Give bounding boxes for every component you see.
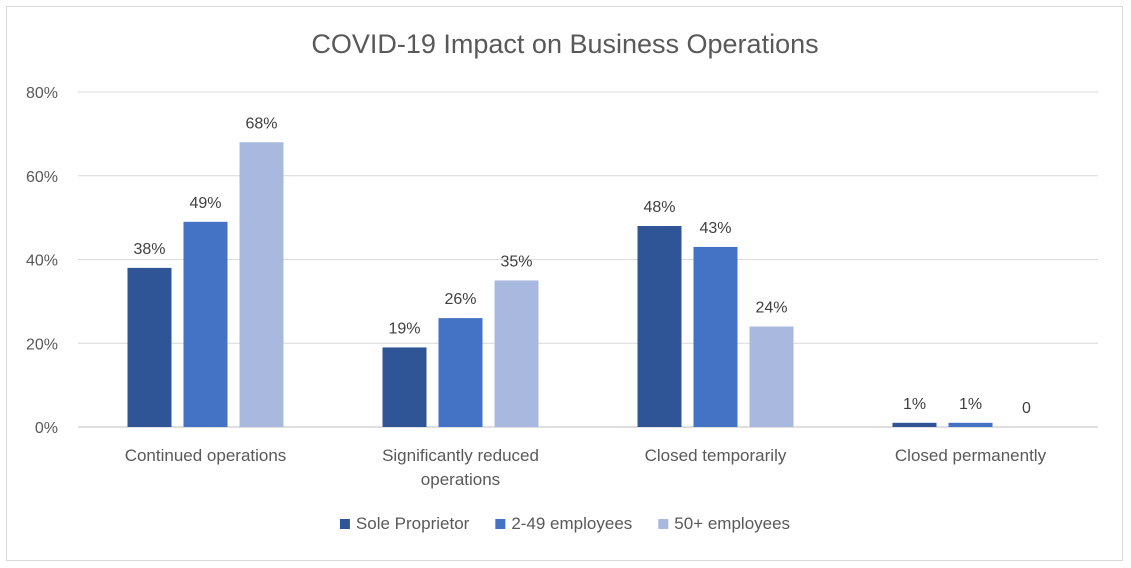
data-label: 48% [643, 199, 675, 216]
data-label: 1% [903, 396, 926, 413]
legend-swatch [495, 519, 506, 529]
bar [183, 221, 228, 427]
bar [438, 318, 483, 427]
legend-swatch [658, 519, 669, 529]
x-tick-label-line: Closed permanently [895, 446, 1047, 465]
y-tick-label: 80% [26, 85, 58, 102]
legend-swatch [339, 519, 350, 529]
x-axis: Continued operations Significantly reduce… [125, 446, 1047, 489]
bar [749, 326, 794, 427]
legend: Sole Proprietor 2-49 employees 50+ employe… [339, 514, 790, 533]
data-label: 38% [133, 241, 165, 258]
bar [127, 267, 172, 427]
x-tick-label-line: Continued operations [125, 446, 287, 465]
data-label: 43% [699, 220, 731, 237]
bar [948, 422, 993, 427]
data-label: 35% [500, 253, 532, 270]
data-label: 49% [189, 195, 221, 212]
x-tick-label-line: operations [421, 470, 500, 489]
legend-entry: 2-49 employees [511, 514, 632, 533]
y-tick-label: 0% [35, 420, 58, 437]
data-labels: 38% 49% 68% 19% 26% 35% 48% 43% 24% 1% 1% 0 [133, 115, 1031, 417]
data-label: 0 [1022, 400, 1031, 417]
legend-entry: 50+ employees [674, 514, 790, 533]
data-label: 1% [959, 396, 982, 413]
x-tick-label: Closed temporarily [645, 446, 787, 465]
bar [637, 226, 682, 427]
bar [382, 347, 427, 427]
data-label: 24% [755, 300, 787, 317]
legend-entry: Sole Proprietor [356, 514, 470, 533]
x-tick-label-line: Closed temporarily [645, 446, 787, 465]
data-label: 19% [388, 320, 420, 337]
bars [127, 142, 993, 427]
data-label: 68% [245, 115, 277, 132]
y-axis: 0% 20% 40% 60% 80% [26, 85, 58, 437]
bar [693, 246, 738, 427]
x-tick-label-line: Significantly reduced [382, 446, 539, 465]
bar [239, 142, 284, 427]
y-tick-label: 40% [26, 253, 58, 270]
chart-title: COVID-19 Impact on Business Operations [311, 29, 818, 59]
bar [892, 422, 937, 427]
y-tick-label: 60% [26, 169, 58, 186]
y-tick-label: 20% [26, 336, 58, 353]
gridlines [78, 91, 1098, 428]
x-tick-label: Closed permanently [895, 446, 1047, 465]
data-label: 26% [444, 291, 476, 308]
x-tick-label: Continued operations [125, 446, 287, 465]
x-tick-label: Significantly reduced operations [382, 446, 539, 489]
bar [494, 280, 539, 427]
